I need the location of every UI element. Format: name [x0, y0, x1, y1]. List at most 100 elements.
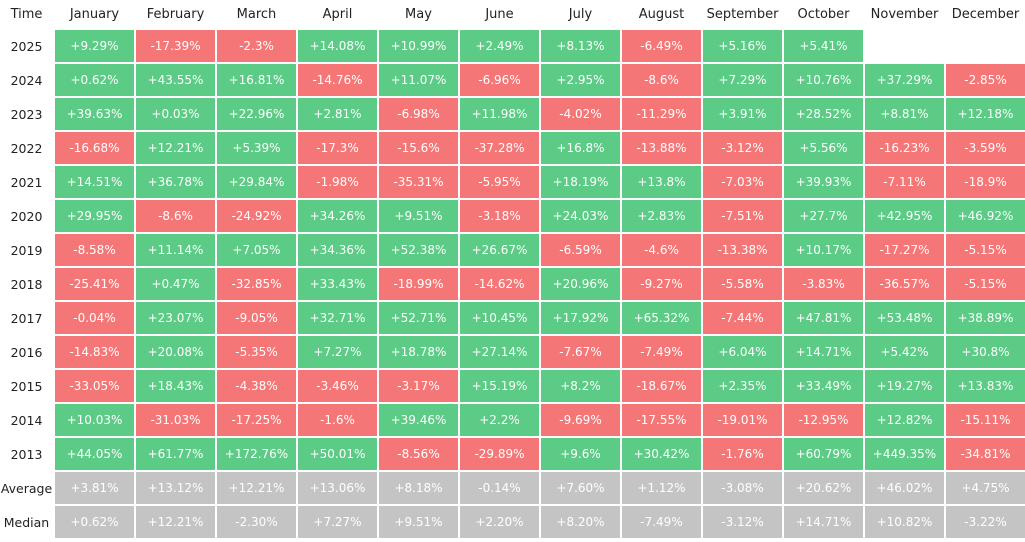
return-cell: -7.11%: [865, 166, 944, 198]
time-header: Time: [10, 6, 43, 22]
return-cell: -16.23%: [865, 132, 944, 164]
row-label: 2018: [10, 276, 43, 292]
return-cell: -1.6%: [298, 404, 377, 436]
return-cell: -6.98%: [379, 98, 458, 130]
return-cell: -17.3%: [298, 132, 377, 164]
year-row: 2018 -25.41% +0.47% -32.85% +33.43% -18.99% -1…: [0, 268, 1025, 300]
return-cell: -0.14%: [460, 472, 539, 504]
row-label: 2023: [10, 106, 43, 122]
return-cell: +36.78%: [136, 166, 215, 198]
return-cell: +39.93%: [784, 166, 863, 198]
return-cell: -7.03%: [703, 166, 782, 198]
row-label: 2014: [10, 412, 43, 428]
return-cell: -34.81%: [946, 438, 1025, 470]
year-row: 2013 +44.05% +61.77% +172.76% +50.01% -8.56% -…: [0, 438, 1025, 470]
year-row: 2020 +29.95% -8.6% -24.92% +34.26% +9.51% -3.1…: [0, 200, 1025, 232]
return-cell: +5.41%: [784, 30, 863, 62]
return-cell: -8.6%: [136, 200, 215, 232]
return-cell: +32.71%: [298, 302, 377, 334]
return-cell: +7.27%: [298, 506, 377, 538]
year-row: 2015 -33.05% +18.43% -4.38% -3.46% -3.17% +15.…: [0, 370, 1025, 402]
return-cell: +20.96%: [541, 268, 620, 300]
row-label: 2020: [10, 208, 43, 224]
return-cell: +42.95%: [865, 200, 944, 232]
month-header: September: [706, 6, 779, 22]
row-label: 2022: [10, 140, 43, 156]
header-row: Time January February March April May June July…: [0, 0, 1025, 28]
return-cell: -36.57%: [865, 268, 944, 300]
return-cell: -7.67%: [541, 336, 620, 368]
return-cell: -31.03%: [136, 404, 215, 436]
return-cell: +7.05%: [217, 234, 296, 266]
return-cell: +19.27%: [865, 370, 944, 402]
year-row: 2024 +0.62% +43.55% +16.81% -14.76% +11.07% -6…: [0, 64, 1025, 96]
return-cell: -32.85%: [217, 268, 296, 300]
return-cell: +2.20%: [460, 506, 539, 538]
return-cell: -7.49%: [622, 506, 701, 538]
year-row: 2017 -0.04% +23.07% -9.05% +32.71% +52.71% +10…: [0, 302, 1025, 334]
return-cell: -35.31%: [379, 166, 458, 198]
return-cell: +11.98%: [460, 98, 539, 130]
return-cell: +47.81%: [784, 302, 863, 334]
return-cell: +6.04%: [703, 336, 782, 368]
return-cell: +12.21%: [136, 506, 215, 538]
row-label: 2021: [10, 174, 43, 190]
return-cell: +449.35%: [865, 438, 944, 470]
return-cell: +14.71%: [784, 336, 863, 368]
return-cell: -2.3%: [217, 30, 296, 62]
return-cell: +65.32%: [622, 302, 701, 334]
return-cell: -3.59%: [946, 132, 1025, 164]
return-cell: -6.96%: [460, 64, 539, 96]
year-row: 2019 -8.58% +11.14% +7.05% +34.36% +52.38% +26…: [0, 234, 1025, 266]
return-cell: -14.76%: [298, 64, 377, 96]
return-cell: -17.27%: [865, 234, 944, 266]
year-row: 2021 +14.51% +36.78% +29.84% -1.98% -35.31% -5…: [0, 166, 1025, 198]
return-cell: +13.83%: [946, 370, 1025, 402]
return-cell: +13.06%: [298, 472, 377, 504]
return-cell: +23.07%: [136, 302, 215, 334]
return-cell: +38.89%: [946, 302, 1025, 334]
return-cell: +14.51%: [55, 166, 134, 198]
return-cell: +2.35%: [703, 370, 782, 402]
return-cell: -4.38%: [217, 370, 296, 402]
return-cell: +39.63%: [55, 98, 134, 130]
return-cell: +24.03%: [541, 200, 620, 232]
return-cell: +12.21%: [136, 132, 215, 164]
return-cell: +8.13%: [541, 30, 620, 62]
return-cell: +27.7%: [784, 200, 863, 232]
row-label: 2025: [10, 38, 43, 54]
return-cell: -5.58%: [703, 268, 782, 300]
return-cell: -19.01%: [703, 404, 782, 436]
return-cell: +2.95%: [541, 64, 620, 96]
return-cell: +52.38%: [379, 234, 458, 266]
row-label: 2015: [10, 378, 43, 394]
return-cell: +8.2%: [541, 370, 620, 402]
return-cell: +8.18%: [379, 472, 458, 504]
return-cell: +2.83%: [622, 200, 701, 232]
return-cell: +18.78%: [379, 336, 458, 368]
return-cell: +28.52%: [784, 98, 863, 130]
month-header: April: [322, 6, 353, 22]
return-cell: +10.99%: [379, 30, 458, 62]
return-cell: +61.77%: [136, 438, 215, 470]
return-cell: +17.92%: [541, 302, 620, 334]
return-cell: -6.59%: [541, 234, 620, 266]
return-cell: -17.25%: [217, 404, 296, 436]
return-cell: +60.79%: [784, 438, 863, 470]
return-cell: +1.12%: [622, 472, 701, 504]
return-cell: -17.55%: [622, 404, 701, 436]
return-cell: -5.15%: [946, 268, 1025, 300]
return-cell: -9.05%: [217, 302, 296, 334]
return-cell: -2.85%: [946, 64, 1025, 96]
row-label: 2013: [10, 446, 43, 462]
return-cell: -5.35%: [217, 336, 296, 368]
return-cell: -3.08%: [703, 472, 782, 504]
return-cell: +43.55%: [136, 64, 215, 96]
return-cell: +10.03%: [55, 404, 134, 436]
summary-row: Median +0.62% +12.21% -2.30% +7.27% +9.51% +2.…: [0, 506, 1025, 538]
return-cell: +2.49%: [460, 30, 539, 62]
row-label: 2016: [10, 344, 43, 360]
return-cell: +9.6%: [541, 438, 620, 470]
summary-row: Average +3.81% +13.12% +12.21% +13.06% +8.18%…: [0, 472, 1025, 504]
